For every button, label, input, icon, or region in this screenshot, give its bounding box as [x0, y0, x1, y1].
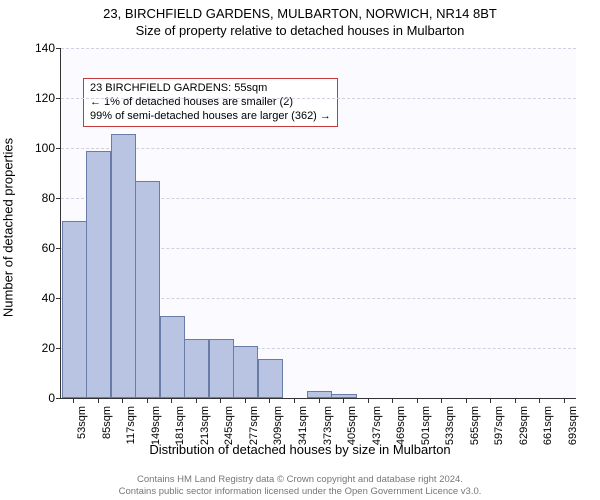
gridline: [61, 98, 576, 99]
bar: [258, 359, 283, 399]
x-tick-mark: [441, 398, 442, 403]
gridline: [61, 48, 576, 49]
y-tick-mark: [56, 348, 61, 349]
x-tick-mark: [490, 398, 491, 403]
chart-title: 23, BIRCHFIELD GARDENS, MULBARTON, NORWI…: [0, 0, 600, 21]
bar: [135, 181, 160, 398]
y-tick-mark: [56, 198, 61, 199]
chart-plot-area: 23 BIRCHFIELD GARDENS: 55sqm ← 1% of det…: [60, 48, 576, 399]
y-tick-label: 120: [15, 91, 55, 105]
chart-subtitle: Size of property relative to detached ho…: [0, 21, 600, 38]
x-tick-mark: [564, 398, 565, 403]
x-tick-label: 373sqm: [322, 406, 334, 445]
x-tick-mark: [319, 398, 320, 403]
x-tick-label: 341sqm: [297, 406, 309, 445]
x-tick-label: 597sqm: [493, 406, 505, 445]
annotation-line-1: 23 BIRCHFIELD GARDENS: 55sqm: [90, 82, 331, 96]
x-tick-mark: [392, 398, 393, 403]
x-tick-mark: [417, 398, 418, 403]
y-axis-label: Number of detached properties: [1, 138, 16, 317]
bar: [307, 391, 332, 398]
y-tick-mark: [56, 148, 61, 149]
x-tick-label: 245sqm: [223, 406, 235, 445]
x-tick-mark: [539, 398, 540, 403]
y-tick-label: 0: [15, 391, 55, 405]
y-tick-label: 60: [15, 241, 55, 255]
x-tick-mark: [171, 398, 172, 403]
annotation-line-3: 99% of semi-detached houses are larger (…: [90, 110, 331, 124]
x-tick-label: 661sqm: [542, 406, 554, 445]
x-tick-label: 117sqm: [125, 406, 137, 444]
bar: [160, 316, 185, 398]
y-tick-label: 40: [15, 291, 55, 305]
x-tick-mark: [294, 398, 295, 403]
annotation-box: 23 BIRCHFIELD GARDENS: 55sqm ← 1% of det…: [83, 78, 338, 127]
y-tick-label: 20: [15, 341, 55, 355]
x-tick-mark: [98, 398, 99, 403]
y-tick-label: 80: [15, 191, 55, 205]
attribution-line-2: Contains public sector information licen…: [0, 486, 600, 498]
y-tick-mark: [56, 98, 61, 99]
x-tick-label: 277sqm: [248, 406, 260, 445]
y-tick-mark: [56, 48, 61, 49]
x-tick-label: 309sqm: [272, 406, 284, 445]
x-tick-mark: [220, 398, 221, 403]
bar: [111, 134, 136, 399]
bar: [62, 221, 87, 398]
chart-container: 23, BIRCHFIELD GARDENS, MULBARTON, NORWI…: [0, 0, 600, 500]
x-tick-mark: [122, 398, 123, 403]
x-tick-label: 405sqm: [346, 406, 358, 445]
x-tick-mark: [73, 398, 74, 403]
x-tick-label: 501sqm: [420, 406, 432, 445]
x-tick-label: 629sqm: [518, 406, 530, 445]
y-tick-mark: [56, 248, 61, 249]
x-tick-label: 53sqm: [76, 406, 88, 439]
x-tick-label: 149sqm: [150, 406, 162, 445]
x-tick-mark: [466, 398, 467, 403]
x-tick-label: 533sqm: [444, 406, 456, 445]
x-tick-mark: [269, 398, 270, 403]
x-tick-label: 565sqm: [469, 406, 481, 445]
x-tick-label: 693sqm: [567, 406, 579, 445]
attribution: Contains HM Land Registry data © Crown c…: [0, 474, 600, 498]
bar: [86, 151, 111, 398]
y-tick-mark: [56, 298, 61, 299]
bar: [209, 339, 234, 399]
attribution-line-1: Contains HM Land Registry data © Crown c…: [0, 474, 600, 486]
x-tick-label: 213sqm: [199, 406, 211, 445]
gridline: [61, 148, 576, 149]
x-tick-mark: [368, 398, 369, 403]
x-tick-mark: [343, 398, 344, 403]
y-tick-label: 140: [15, 41, 55, 55]
x-tick-label: 469sqm: [395, 406, 407, 445]
bar: [233, 346, 258, 398]
y-tick-label: 100: [15, 141, 55, 155]
x-tick-label: 437sqm: [371, 406, 383, 445]
x-tick-label: 181sqm: [174, 406, 186, 445]
x-tick-mark: [196, 398, 197, 403]
x-tick-mark: [147, 398, 148, 403]
x-tick-label: 85sqm: [101, 406, 113, 439]
bar: [184, 339, 209, 399]
y-tick-mark: [56, 398, 61, 399]
x-tick-mark: [515, 398, 516, 403]
x-tick-mark: [245, 398, 246, 403]
